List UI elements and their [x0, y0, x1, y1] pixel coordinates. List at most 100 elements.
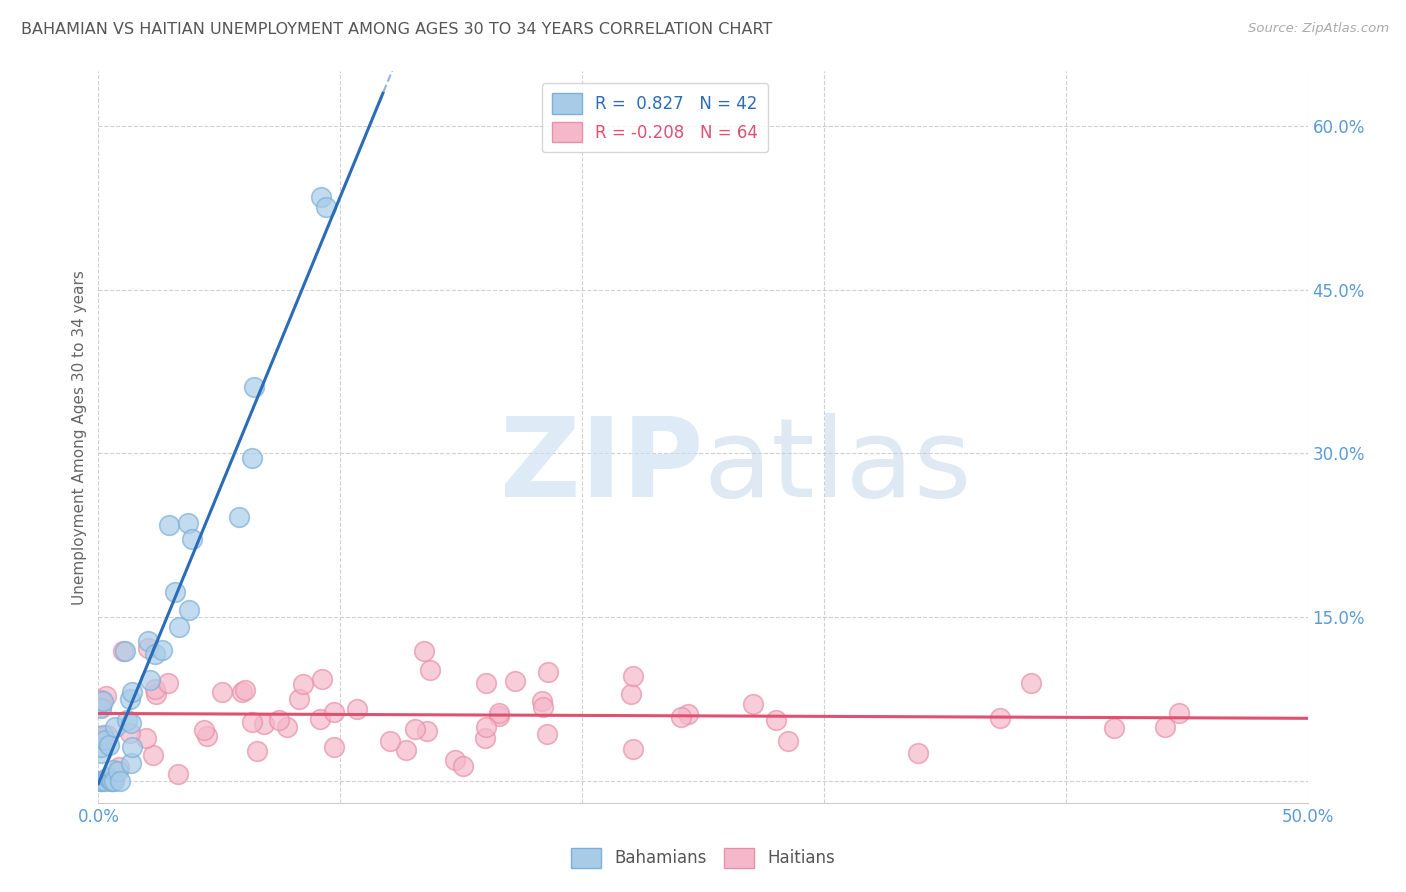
Point [1019, 675, 1042, 690]
Point [404, 722, 426, 736]
Point [90, 739, 112, 754]
Point [96, 728, 118, 742]
Point [97, 738, 120, 752]
Point [231, 684, 253, 698]
Point [90, 693, 112, 707]
Point [240, 451, 263, 466]
Point [120, 756, 142, 770]
Point [503, 673, 526, 688]
Point [228, 510, 250, 524]
Point [111, 644, 134, 658]
Point [108, 774, 131, 789]
Point [136, 640, 159, 655]
Point [145, 687, 167, 701]
Point [181, 532, 204, 546]
Point [103, 774, 125, 789]
Point [288, 691, 311, 706]
Point [621, 669, 644, 683]
Point [115, 713, 138, 727]
Point [308, 712, 330, 726]
Point [94, 689, 117, 703]
Point [121, 685, 143, 699]
Point [621, 741, 644, 756]
Point [419, 664, 441, 678]
Point [100, 774, 122, 789]
Point [136, 634, 159, 648]
Point [309, 190, 332, 204]
Point [150, 643, 173, 657]
Point [177, 603, 200, 617]
Point [765, 713, 787, 727]
Point [242, 380, 264, 394]
Point [91, 728, 114, 742]
Point [620, 687, 643, 701]
Y-axis label: Unemployment Among Ages 30 to 34 years: Unemployment Among Ages 30 to 34 years [72, 269, 87, 605]
Point [444, 753, 467, 767]
Point [90, 774, 112, 789]
Point [97, 772, 120, 786]
Point [315, 200, 337, 214]
Point [157, 676, 180, 690]
Text: atlas: atlas [703, 413, 972, 520]
Point [475, 720, 498, 734]
Point [988, 711, 1011, 725]
Point [121, 739, 143, 754]
Point [195, 729, 218, 743]
Point [90, 701, 112, 715]
Point [322, 739, 344, 754]
Point [267, 713, 290, 727]
Point [97, 770, 120, 784]
Point [91, 693, 114, 707]
Point [475, 675, 498, 690]
Point [676, 707, 699, 722]
Point [453, 758, 475, 772]
Point [107, 764, 129, 778]
Point [474, 731, 496, 746]
Point [671, 710, 693, 724]
Point [167, 767, 190, 781]
Point [177, 516, 200, 530]
Point [742, 697, 765, 711]
Point [536, 727, 558, 741]
Point [907, 746, 929, 760]
Point [395, 743, 418, 757]
Text: BAHAMIAN VS HAITIAN UNEMPLOYMENT AMONG AGES 30 TO 34 YEARS CORRELATION CHART: BAHAMIAN VS HAITIAN UNEMPLOYMENT AMONG A… [21, 22, 772, 37]
Legend: R =  0.827   N = 42, R = -0.208   N = 64: R = 0.827 N = 42, R = -0.208 N = 64 [543, 83, 768, 153]
Point [120, 691, 142, 706]
Point [91, 729, 114, 743]
Point [776, 733, 799, 747]
Point [94, 733, 117, 747]
Point [107, 760, 129, 774]
Point [94, 774, 117, 789]
Point [240, 715, 263, 730]
Point [138, 673, 160, 688]
Point [537, 665, 560, 680]
Point [90, 699, 112, 714]
Point [90, 746, 112, 760]
Point [322, 705, 344, 719]
Point [1102, 721, 1125, 735]
Point [100, 774, 122, 789]
Point [531, 699, 554, 714]
Point [1153, 720, 1175, 734]
Point [118, 726, 141, 740]
Point [135, 731, 157, 745]
Point [378, 733, 401, 747]
Point [157, 517, 180, 532]
Point [114, 644, 136, 658]
Point [90, 774, 112, 789]
Point [1168, 706, 1191, 720]
Point [488, 706, 510, 720]
Point [311, 672, 333, 686]
Point [246, 744, 269, 758]
Legend: Bahamians, Haitians: Bahamians, Haitians [565, 841, 841, 875]
Text: ZIP: ZIP [499, 413, 703, 520]
Point [531, 694, 554, 708]
Point [416, 724, 439, 739]
Text: Source: ZipAtlas.com: Source: ZipAtlas.com [1249, 22, 1389, 36]
Point [193, 723, 215, 737]
Point [101, 763, 124, 777]
Point [488, 708, 510, 723]
Point [346, 702, 368, 716]
Point [233, 682, 256, 697]
